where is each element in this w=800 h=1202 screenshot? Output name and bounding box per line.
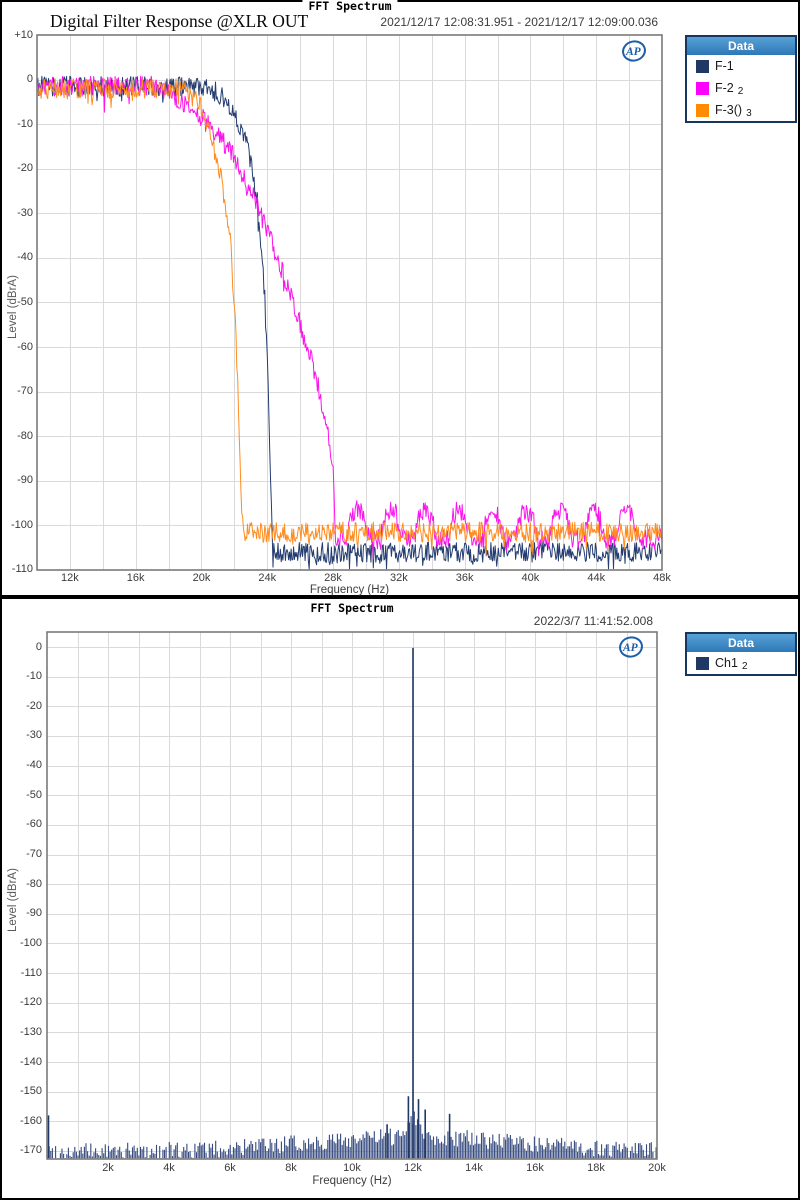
legend-label: F-2 xyxy=(715,81,734,95)
series-color-swatch xyxy=(696,81,709,95)
y-tick-label: -20 xyxy=(17,162,33,175)
fft-trace-F-2 xyxy=(36,75,663,560)
plot-border xyxy=(46,631,658,1160)
legend-label: F-1 xyxy=(715,59,734,73)
y-tick-label: 0 xyxy=(26,73,33,86)
y-tick-label: -90 xyxy=(17,474,33,487)
legend-box: Data F-1 F-2 2 F-3() 3 xyxy=(685,35,797,123)
x-tick-label: 32k xyxy=(389,572,408,584)
fft-panel-top: FFT Spectrum Digital Filter Response @XL… xyxy=(0,0,800,597)
y-tick-label: -150 xyxy=(19,1085,42,1098)
x-tick-label: 14k xyxy=(465,1162,483,1174)
gridlines xyxy=(37,35,662,570)
x-tick-label: 24k xyxy=(258,572,277,584)
y-tick-label: 0 xyxy=(35,640,42,653)
x-tick-label: 28k xyxy=(324,572,342,584)
series-color-swatch xyxy=(696,59,709,73)
chart-title: Digital Filter Response @XLR OUT xyxy=(50,11,309,31)
y-tick-label: -40 xyxy=(26,759,42,772)
gridlines xyxy=(47,632,657,1159)
x-tick-label: 36k xyxy=(455,572,474,584)
y-tick-label: -10 xyxy=(17,117,33,130)
series-color-swatch xyxy=(696,656,709,670)
x-axis-label: Frequency (Hz) xyxy=(312,1175,392,1187)
plot-area xyxy=(36,34,663,571)
spectrum-peaks xyxy=(47,647,451,1159)
window-title: FFT Spectrum xyxy=(304,602,400,615)
y-tick-label: -170 xyxy=(19,1144,42,1157)
y-tick-label: -140 xyxy=(19,1055,42,1068)
fft-trace-F-1 xyxy=(36,75,663,570)
legend-box: Data Ch1 2 xyxy=(685,632,797,676)
acquisition-timestamp: 2022/3/7 11:41:52.008 xyxy=(533,614,653,628)
y-tick-label: -60 xyxy=(17,340,33,353)
fft-panel-bottom: FFT Spectrum 2022/3/7 11:41:52.008 Level… xyxy=(0,597,800,1200)
y-tick-label: -10 xyxy=(26,670,42,683)
x-tick-label: 12k xyxy=(61,572,79,584)
acquisition-timestamp: 2021/12/17 12:08:31.951 - 2021/12/17 12:… xyxy=(380,15,658,29)
x-tick-label: 10k xyxy=(343,1162,361,1174)
y-tick-label: -50 xyxy=(26,788,42,801)
x-tick-label: 40k xyxy=(521,572,540,584)
x-tick-label: 18k xyxy=(587,1162,605,1174)
legend-header: Data xyxy=(687,634,795,652)
svg-text:AP: AP xyxy=(622,642,639,654)
y-tick-label: -100 xyxy=(10,518,33,531)
y-tick-label: -30 xyxy=(17,206,33,219)
legend-items: Ch1 2 xyxy=(687,652,795,674)
legend-header: Data xyxy=(687,37,795,55)
legend-label: Ch1 xyxy=(715,656,738,670)
legend-channel-sub: 2 xyxy=(741,660,748,672)
y-tick-label: -110 xyxy=(11,563,33,576)
legend-channel-sub: 2 xyxy=(737,85,744,97)
y-tick-label: -80 xyxy=(26,877,42,890)
y-tick-label: -110 xyxy=(20,966,42,979)
y-tick-label: -60 xyxy=(26,818,42,831)
ap-logo-icon: AP xyxy=(616,38,650,64)
legend-channel-sub: 3 xyxy=(746,107,752,119)
x-tick-label: 16k xyxy=(526,1162,544,1174)
x-axis-label: Frequency (Hz) xyxy=(309,584,390,596)
y-tick-label: -70 xyxy=(17,385,33,398)
y-tick-label: -30 xyxy=(26,729,42,742)
legend-item-F-1[interactable]: F-1 xyxy=(687,55,795,77)
x-tick-label: 12k xyxy=(404,1162,422,1174)
x-tick-label: 8k xyxy=(285,1162,297,1174)
y-tick-label: -90 xyxy=(26,907,42,920)
x-tick-label: 44k xyxy=(587,572,606,584)
y-tick-label: -100 xyxy=(19,936,42,949)
y-tick-label: +10 xyxy=(14,28,33,41)
x-tick-label: 6k xyxy=(224,1162,236,1174)
x-tick-label: 20k xyxy=(192,572,211,584)
svg-text:AP: AP xyxy=(625,46,642,58)
y-tick-label: -50 xyxy=(17,295,33,308)
y-tick-label: -80 xyxy=(17,429,33,442)
y-tick-label: -130 xyxy=(19,1025,42,1038)
x-tick-label: 48k xyxy=(653,572,671,584)
legend-label: F-3() xyxy=(715,103,743,117)
x-tick-label: 16k xyxy=(126,572,145,584)
legend-item-F-3()[interactable]: F-3() 3 xyxy=(687,99,795,121)
plot-area xyxy=(46,631,658,1160)
window-title: FFT Spectrum xyxy=(302,0,398,13)
ap-logo-icon: AP xyxy=(613,634,647,660)
fft-trace-F-3() xyxy=(36,78,663,557)
y-tick-label: -70 xyxy=(26,848,42,861)
legend-items: F-1 F-2 2 F-3() 3 xyxy=(687,55,795,121)
legend-item-Ch1[interactable]: Ch1 2 xyxy=(687,652,795,674)
x-tick-label: 20k xyxy=(648,1162,666,1174)
x-tick-label: 4k xyxy=(163,1162,175,1174)
y-tick-label: -160 xyxy=(19,1114,42,1127)
legend-item-F-2[interactable]: F-2 2 xyxy=(687,77,795,99)
series-color-swatch xyxy=(696,103,709,117)
x-tick-label: 2k xyxy=(102,1162,114,1174)
y-tick-label: -20 xyxy=(26,699,42,712)
y-tick-label: -120 xyxy=(19,996,42,1009)
y-tick-label: -40 xyxy=(17,251,33,264)
plot-border xyxy=(36,34,663,571)
